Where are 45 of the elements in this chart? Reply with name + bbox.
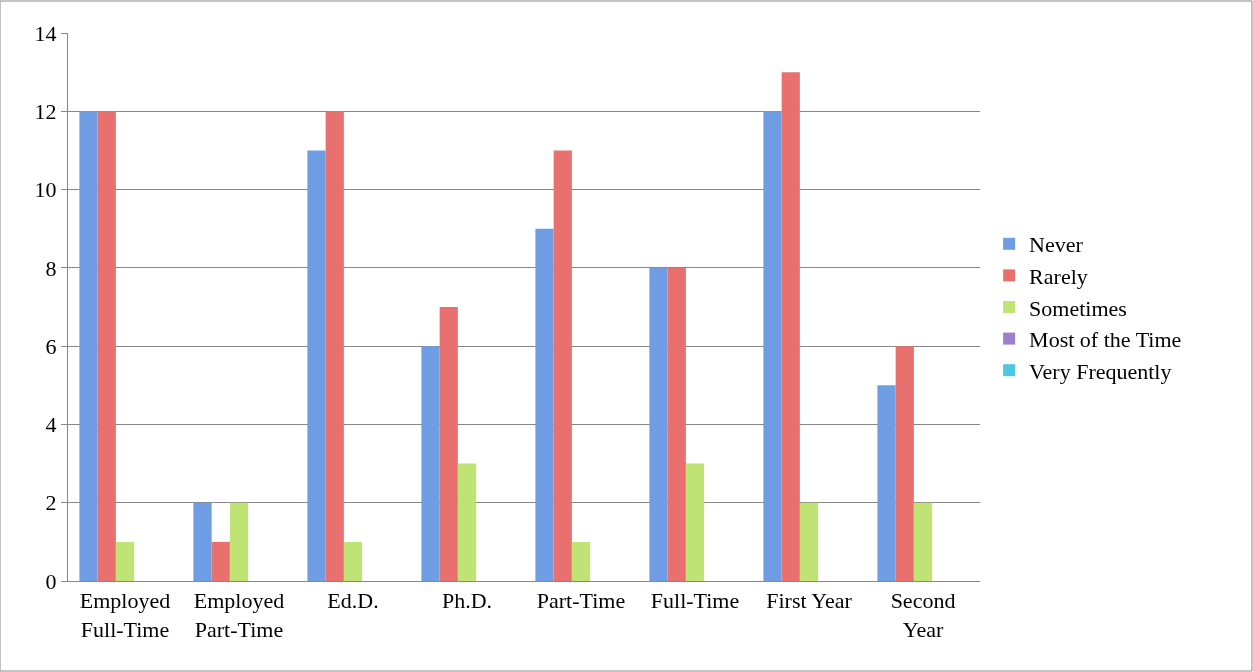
- bar: [79, 111, 98, 581]
- bar: [325, 111, 344, 581]
- bar: [553, 150, 572, 581]
- legend-label: Rarely: [1029, 263, 1088, 289]
- bar: [571, 541, 591, 581]
- y-tick-label: 10: [34, 177, 57, 203]
- bar: [97, 111, 116, 581]
- bar: [667, 267, 686, 581]
- bar: [649, 267, 668, 581]
- bar: [877, 385, 896, 581]
- bar: [439, 307, 458, 581]
- bar: [343, 541, 363, 581]
- bar: [913, 502, 933, 581]
- x-tick-label: Ed.D.: [327, 588, 379, 614]
- y-tick-label: 12: [34, 98, 57, 124]
- y-tick-label: 8: [45, 255, 57, 281]
- x-tick-label: Employed Full-Time: [79, 588, 171, 642]
- x-tick-label: Full-Time: [650, 588, 740, 614]
- bar: [763, 111, 782, 581]
- y-tick-label: 0: [45, 568, 57, 594]
- y-tick-label: 6: [45, 333, 57, 359]
- legend-label: Never: [1029, 232, 1084, 258]
- x-tick-label: Second Year: [890, 588, 956, 642]
- bar: [229, 502, 249, 581]
- bar: [799, 502, 819, 581]
- bar: [781, 72, 800, 581]
- legend-label: Sometimes: [1029, 295, 1127, 321]
- y-tick-label: 2: [45, 490, 57, 516]
- y-tick-label: 14: [34, 20, 57, 46]
- legend-label: Most of the Time: [1029, 327, 1182, 353]
- bar: [421, 346, 440, 581]
- x-tick-label: First Year: [766, 588, 853, 614]
- bar: [193, 502, 212, 581]
- y-tick-label: 4: [45, 412, 57, 438]
- x-tick-label: Part-Time: [536, 588, 626, 614]
- x-tick-label: Employed Part-Time: [193, 588, 285, 642]
- bar: [457, 463, 477, 581]
- bar: [115, 541, 135, 581]
- legend-label: Very Frequently: [1029, 358, 1172, 384]
- bar: [211, 541, 230, 581]
- bar: [685, 463, 705, 581]
- x-tick-label: Ph.D.: [441, 588, 493, 614]
- bar: [307, 150, 326, 581]
- bar: [895, 346, 914, 581]
- bar: [535, 228, 554, 581]
